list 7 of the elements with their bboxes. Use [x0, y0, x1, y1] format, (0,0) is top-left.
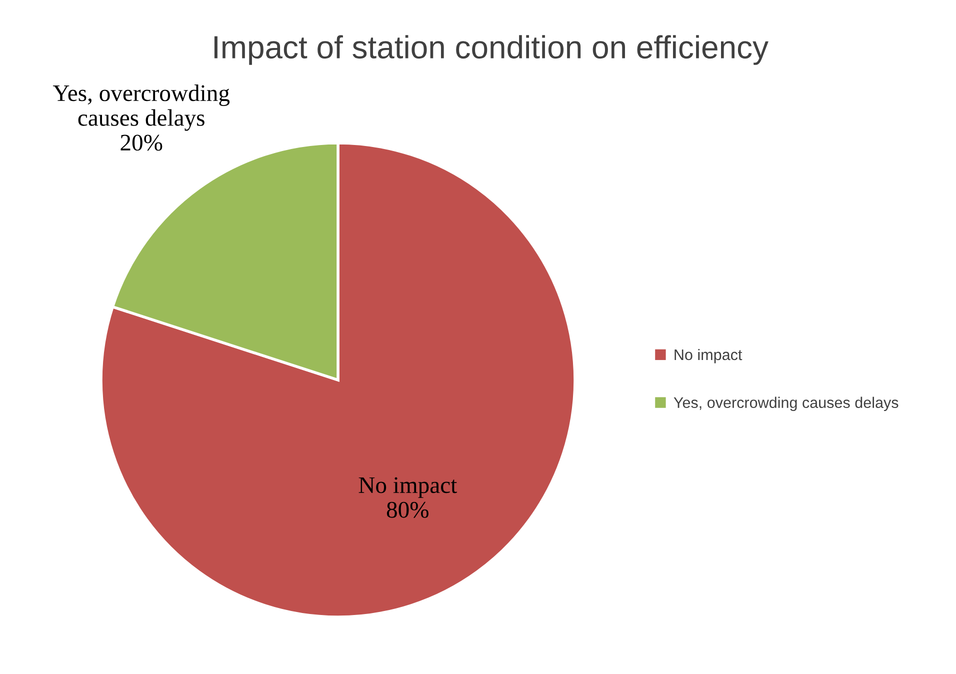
- data-label: 20%: [120, 134, 162, 151]
- legend-label: No impact: [674, 348, 742, 364]
- legend-label: Yes, overcrowding causes delays: [674, 396, 898, 412]
- data-label: 80%: [386, 502, 428, 518]
- slice-label: Yes, overcrowding causes delays: [52, 84, 230, 131]
- chart-title: Impact of station condition on efficiency: [214, 35, 768, 65]
- slice-label: No impact: [358, 477, 458, 498]
